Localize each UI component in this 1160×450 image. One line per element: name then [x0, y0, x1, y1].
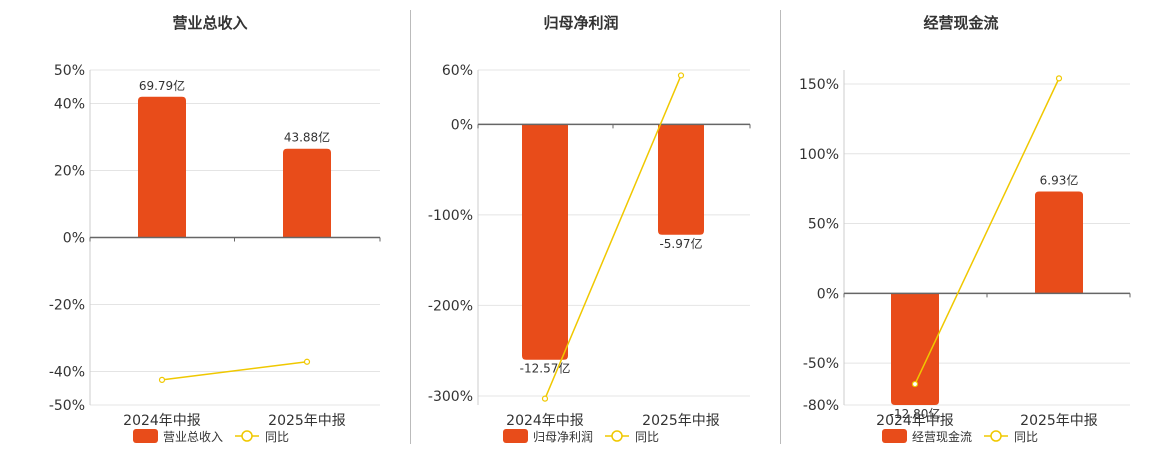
legend-line-label: 同比	[635, 430, 659, 444]
legend-line-label: 同比	[265, 430, 289, 444]
y-tick-label: -50%	[803, 356, 839, 372]
y-tick-label: -20%	[49, 298, 85, 314]
bar	[138, 96, 186, 238]
yoy-point	[158, 376, 166, 383]
chart-net-profit-svg: 归母净利润 60% 0% -100% -200% -300% -12.57亿 -5.97亿 20…	[428, 14, 751, 444]
y-tick-label: -40%	[49, 365, 85, 381]
x-tick-label: 2025年中报	[268, 413, 346, 429]
yoy-point	[541, 395, 549, 402]
bar	[658, 124, 704, 235]
bar	[1035, 191, 1083, 294]
y-tick-label: 20%	[54, 164, 85, 180]
legend-bar-label: 经营现金流	[912, 429, 972, 444]
x-tick-label: 2025年中报	[1020, 413, 1098, 429]
chart-net-profit: 归母净利润 60% 0% -100% -200% -300% -12.57亿 -5.97亿 20…	[411, 0, 780, 450]
yoy-point	[1055, 75, 1063, 82]
x-tick-label: 2024年中报	[123, 413, 201, 429]
yoy-series-line	[161, 361, 308, 381]
chart-title: 营业总收入	[172, 14, 247, 32]
legend-bar-label: 归母净利润	[533, 430, 593, 444]
bar-data-label: 69.79亿	[139, 78, 185, 93]
panel-divider	[780, 10, 781, 444]
legend-bar-swatch	[503, 429, 528, 443]
y-tick-label: 40%	[54, 97, 85, 113]
bar-data-label: -12.80亿	[890, 406, 941, 421]
y-tick-label: 60%	[442, 63, 473, 79]
chart-title: 归母净利润	[543, 14, 618, 32]
yoy-series-line	[914, 78, 1060, 385]
legend-bar-swatch	[882, 429, 907, 443]
y-tick-label: -300%	[428, 389, 473, 405]
x-tick-label: 2025年中报	[642, 413, 720, 429]
bar	[283, 148, 331, 238]
y-tick-label: 100%	[799, 147, 839, 163]
chart-revenue: 营业总收入 50% 40% 20% 0% -20% -40% -50% 69.79亿 43.88亿…	[0, 0, 410, 450]
y-tick-label: 0%	[817, 286, 839, 302]
y-tick-label: 50%	[54, 63, 85, 79]
yoy-point	[911, 380, 919, 388]
bar-data-label: -12.57亿	[520, 361, 571, 376]
legend-line-label: 同比	[1014, 430, 1038, 444]
chart-operating-cashflow-svg: 经营现金流 150% 100% 50% 0% -50% -80% -12.80亿 6.93亿 20…	[799, 14, 1131, 444]
bar-data-label: -5.97亿	[659, 236, 702, 251]
yoy-point	[677, 72, 685, 79]
yoy-series-line	[544, 75, 682, 399]
bar-data-label: 43.88亿	[284, 130, 330, 145]
chart-revenue-svg: 营业总收入 50% 40% 20% 0% -20% -40% -50% 69.79亿 43.88亿…	[49, 14, 381, 444]
y-tick-label: -50%	[49, 398, 85, 414]
y-tick-label: -200%	[428, 298, 473, 314]
y-tick-label: -100%	[428, 208, 473, 224]
y-tick-label: 0%	[451, 117, 473, 133]
yoy-point	[303, 358, 311, 365]
bar-data-label: 6.93亿	[1040, 172, 1079, 187]
bar	[891, 293, 939, 405]
panel-divider	[410, 10, 411, 444]
y-tick-label: 0%	[63, 231, 85, 247]
y-tick-label: 150%	[799, 77, 839, 93]
legend-line-marker	[241, 430, 253, 442]
legend-bar-label: 营业总收入	[163, 430, 223, 444]
legend-line-marker	[990, 430, 1002, 442]
legend-line-marker	[611, 430, 623, 442]
y-tick-label: -80%	[803, 398, 839, 414]
chart-title: 经营现金流	[923, 14, 998, 32]
x-tick-label: 2024年中报	[876, 413, 954, 429]
y-tick-label: 50%	[808, 217, 839, 233]
chart-operating-cashflow: 经营现金流 150% 100% 50% 0% -50% -80% -12.80亿 6.93亿 20…	[781, 0, 1160, 450]
bar	[522, 124, 568, 360]
x-tick-label: 2024年中报	[506, 413, 584, 429]
legend-bar-swatch	[133, 429, 158, 443]
